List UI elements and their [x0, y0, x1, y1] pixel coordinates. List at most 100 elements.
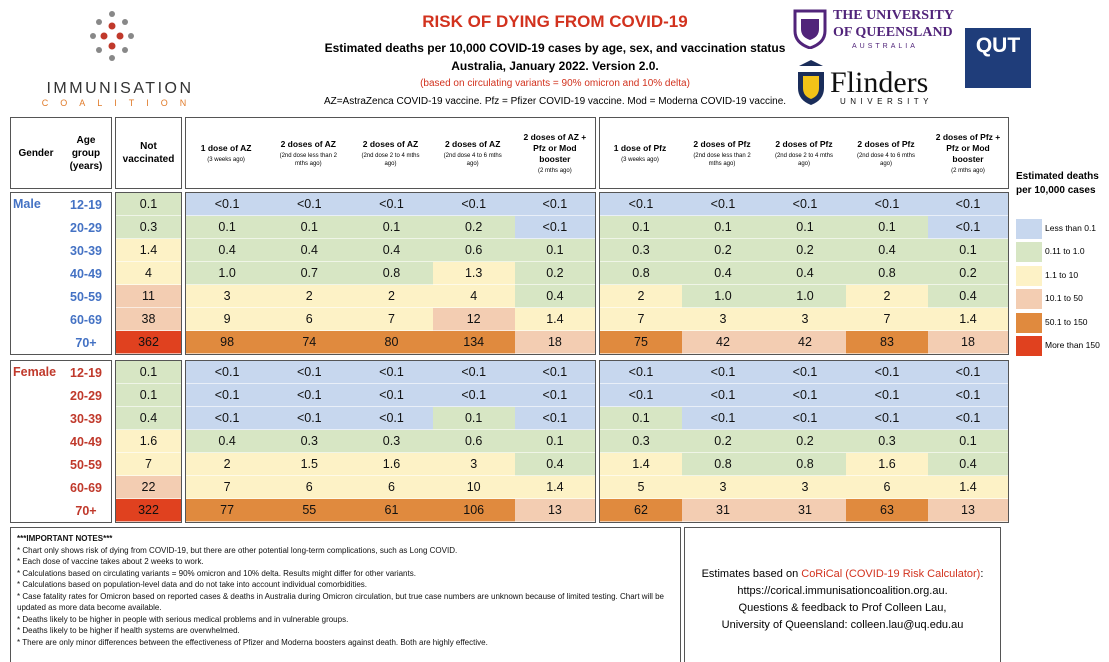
risk-cell: 6 — [268, 476, 351, 499]
legend-title: Estimated deaths per 10,000 cases — [1016, 171, 1099, 196]
risk-cell: <0.1 — [600, 361, 682, 384]
risk-cell: <0.1 — [432, 193, 515, 216]
age-label: 12-19 — [70, 365, 102, 380]
legend-label: 0.11 to 1.0 — [1045, 246, 1085, 257]
risk-cell: 3 — [764, 476, 846, 499]
gender-label: Female — [13, 365, 57, 379]
risk-cell: <0.1 — [514, 193, 595, 216]
risk-cell: 0.2 — [928, 262, 1008, 285]
risk-cell: <0.1 — [514, 361, 595, 384]
risk-cell: 0.4 — [350, 239, 433, 262]
risk-cell: <0.1 — [514, 216, 595, 239]
risk-cell: 0.3 — [846, 430, 928, 453]
note-item: * Calculations based on circulating vari… — [17, 568, 416, 578]
abbreviations: AZ=AstraZenca COVID-19 vaccine. Pfz = Pf… — [323, 96, 787, 107]
risk-cell: <0.1 — [682, 193, 764, 216]
risk-cell: 63 — [846, 499, 928, 522]
risk-cell: <0.1 — [928, 216, 1008, 239]
risk-cell: 1.4 — [514, 308, 595, 331]
risk-cell: 0.1 — [116, 193, 181, 216]
risk-cell: 2 — [268, 285, 351, 308]
column-label: Age group (years) — [69, 134, 103, 172]
risk-cell: <0.1 — [268, 384, 351, 407]
risk-cell: 0.1 — [186, 216, 269, 239]
risk-cell: <0.1 — [846, 361, 928, 384]
risk-cell: 75 — [600, 331, 682, 354]
legend-swatch — [1016, 219, 1042, 239]
risk-cell: 0.1 — [846, 216, 928, 239]
risk-cell: <0.1 — [350, 384, 433, 407]
title: RISK OF DYING FROM COVID-19 — [422, 12, 688, 31]
risk-cell: <0.1 — [186, 384, 269, 407]
age-label: 50-59 — [70, 289, 102, 304]
risk-cell: 0.8 — [682, 453, 764, 476]
date-line: Australia, January 2022. Version 2.0. — [451, 59, 659, 73]
contact-text: : — [980, 568, 984, 580]
risk-cell: 0.1 — [600, 407, 682, 430]
column-sub: (2nd dose less than 2 mths ago) — [279, 152, 337, 167]
risk-cell: <0.1 — [928, 361, 1008, 384]
flinders-shield — [798, 60, 824, 105]
risk-cell: 0.3 — [600, 239, 682, 262]
risk-cell: <0.1 — [928, 407, 1008, 430]
risk-cell: 322 — [116, 499, 181, 522]
header-block — [599, 117, 1009, 189]
risk-cell: 0.8 — [764, 453, 846, 476]
risk-cell: 0.4 — [186, 239, 269, 262]
risk-cell: <0.1 — [350, 193, 433, 216]
risk-cell: 31 — [682, 499, 764, 522]
uq-shield — [793, 9, 827, 49]
risk-cell: 0.2 — [764, 239, 846, 262]
note-item: * Chart only shows risk of dying from CO… — [17, 545, 458, 555]
risk-cell: <0.1 — [350, 361, 433, 384]
risk-cell: <0.1 — [186, 407, 269, 430]
risk-cell: 0.3 — [350, 430, 433, 453]
age-label: 20-29 — [70, 220, 102, 235]
risk-cell: 0.3 — [116, 216, 181, 239]
risk-cell: 0.2 — [682, 239, 764, 262]
contact-line: Questions & feedback to Prof Colleen Lau… — [738, 602, 947, 614]
risk-cell: <0.1 — [928, 193, 1008, 216]
column-label: 2 doses of Pfz — [857, 138, 915, 149]
risk-cell: 55 — [268, 499, 351, 522]
notes-box: ***IMPORTANT NOTES*** * Chart only shows… — [10, 527, 681, 662]
risk-cell: 42 — [764, 331, 846, 354]
risk-cell: 1.4 — [600, 453, 682, 476]
legend-swatch — [1016, 242, 1042, 263]
column-label: 1 dose of AZ — [200, 142, 252, 153]
legend-swatch — [1016, 312, 1042, 333]
logo-text: COALITION — [41, 98, 199, 108]
risk-cell: 0.4 — [268, 239, 351, 262]
risk-cell: 1.6 — [116, 430, 181, 453]
column-sub: (3 weeks ago) — [621, 156, 659, 163]
column-sub: (2nd dose less than 2 mths ago) — [693, 152, 751, 167]
risk-cell: 3 — [186, 285, 269, 308]
risk-cell: 6 — [268, 308, 351, 331]
column-sub: (2nd dose 4 to 6 mths ago) — [443, 152, 502, 167]
group-block — [10, 360, 112, 523]
risk-cell: <0.1 — [268, 407, 351, 430]
contact-lines: https://corical.immunisationcoalition.or… — [722, 583, 964, 634]
risk-cell: 0.3 — [268, 430, 351, 453]
age-label: 12-19 — [70, 197, 102, 212]
risk-cell: <0.1 — [682, 384, 764, 407]
column-header: 2 doses of AZ (2nd dose less than 2 mths … — [267, 117, 349, 189]
age-label: 60-69 — [70, 312, 102, 327]
uq-text: THE UNIVERSITY — [833, 8, 954, 23]
risk-cell: <0.1 — [764, 384, 846, 407]
risk-cell: 0.8 — [846, 262, 928, 285]
note-item: * Deaths likely to be higher in people w… — [17, 614, 349, 624]
qut-logo: QUT — [965, 28, 1031, 88]
risk-cell: 0.1 — [350, 216, 433, 239]
risk-cell: 12 — [432, 308, 515, 331]
age-label: 20-29 — [70, 388, 102, 403]
risk-cell: <0.1 — [600, 384, 682, 407]
column-label: 2 doses of Pfz + Pfz or Mod booster — [935, 131, 1001, 164]
risk-cell: 0.1 — [600, 216, 682, 239]
risk-cell: 0.6 — [432, 430, 515, 453]
risk-cell: 62 — [600, 499, 682, 522]
column-sub: (2nd dose 2 to 4 mths ago) — [361, 152, 420, 167]
header-block — [10, 117, 112, 189]
contact-line: https://corical.immunisationcoalition.or… — [737, 585, 948, 597]
risk-cell: 18 — [514, 331, 595, 354]
